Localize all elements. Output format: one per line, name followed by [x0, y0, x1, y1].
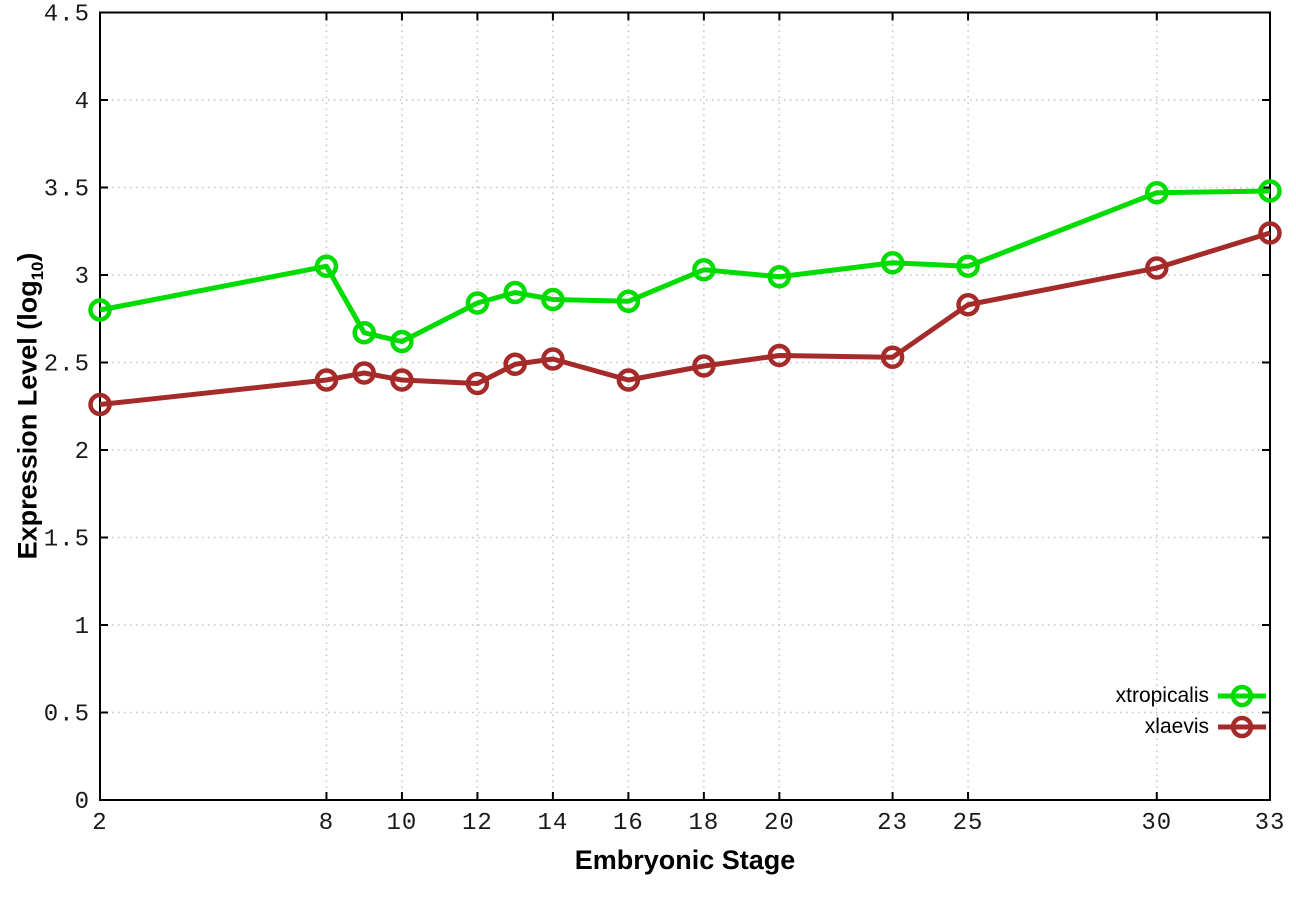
data-point-xtropicalis	[616, 289, 641, 313]
y-tick-label: 4.5	[44, 2, 90, 29]
data-point-xlaevis	[1145, 256, 1169, 280]
x-tick-label: 23	[877, 810, 908, 837]
y-tick-label: 1	[75, 614, 90, 641]
x-axis-title: Embryonic Stage	[574, 845, 796, 875]
y-tick-label: 4	[75, 89, 90, 116]
x-tick-label: 25	[953, 810, 984, 837]
y-axis-title-subscript: 10	[27, 261, 47, 281]
y-tick-label: 3.5	[44, 177, 90, 204]
data-point-xlaevis	[503, 352, 527, 376]
y-tick-label: 2.5	[44, 352, 90, 379]
x-tick-label: 33	[1255, 810, 1286, 837]
data-point-xtropicalis	[956, 254, 980, 278]
legend-line-sample-icon	[1218, 715, 1266, 739]
plot-border	[99, 11, 1271, 801]
data-point-xlaevis	[956, 293, 980, 317]
legend-label: xtropicalis	[1115, 684, 1209, 707]
y-tick-label: 2	[75, 439, 90, 466]
legend-item-xlaevis: xlaevis	[1145, 714, 1266, 740]
data-point-xtropicalis	[390, 329, 414, 354]
legend-item-xtropicalis: xtropicalis	[1116, 683, 1266, 709]
x-tick-label: 10	[387, 810, 418, 837]
y-axis-title: Expression Level (log10)	[12, 252, 47, 560]
data-point-xtropicalis	[88, 298, 112, 322]
data-point-xtropicalis	[692, 258, 716, 282]
x-tick-label: 20	[764, 810, 795, 837]
data-point-xlaevis	[465, 371, 490, 396]
x-tick-label: 14	[537, 810, 568, 837]
data-point-xtropicalis	[880, 251, 905, 275]
x-tick-label: 12	[462, 810, 493, 837]
data-point-xtropicalis	[465, 291, 490, 315]
data-point-xlaevis	[616, 368, 641, 392]
data-point-xlaevis	[880, 345, 905, 369]
legend-line-sample-icon	[1218, 684, 1266, 708]
y-tick-label: 3	[75, 264, 90, 291]
data-point-xlaevis	[541, 347, 565, 371]
legend: xtropicalis xlaevis	[1116, 683, 1266, 740]
y-axis-title-text: Expression Level (log	[12, 280, 43, 560]
y-tick-label: 0	[75, 789, 90, 816]
data-point-xtropicalis	[503, 280, 527, 305]
x-tick-label: 30	[1141, 810, 1172, 837]
x-tick-label: 8	[319, 810, 334, 837]
series-line-xlaevis	[99, 230, 1271, 407]
series-line-xtropicalis	[99, 188, 1271, 344]
data-point-xtropicalis	[352, 321, 376, 345]
x-tick-label: 16	[613, 810, 644, 837]
data-point-xtropicalis	[767, 265, 792, 289]
x-tick-label: 18	[688, 810, 719, 837]
data-point-xlaevis	[352, 361, 376, 385]
data-point-xtropicalis	[541, 287, 565, 312]
data-point-xlaevis	[88, 392, 112, 417]
data-point-xlaevis	[314, 368, 339, 392]
legend-label: xlaevis	[1144, 715, 1209, 738]
data-point-xtropicalis	[1258, 179, 1282, 203]
y-axis-title-close: )	[12, 252, 43, 262]
y-tick-label: 0.5	[44, 702, 90, 729]
data-point-xlaevis	[390, 368, 414, 392]
data-point-xlaevis	[767, 343, 792, 368]
data-point-xtropicalis	[1145, 181, 1169, 205]
x-tick-label: 2	[92, 810, 107, 837]
data-point-xtropicalis	[314, 254, 339, 278]
data-point-xlaevis	[692, 354, 716, 378]
y-tick-label: 1.5	[44, 527, 90, 554]
data-point-xlaevis	[1258, 221, 1282, 245]
